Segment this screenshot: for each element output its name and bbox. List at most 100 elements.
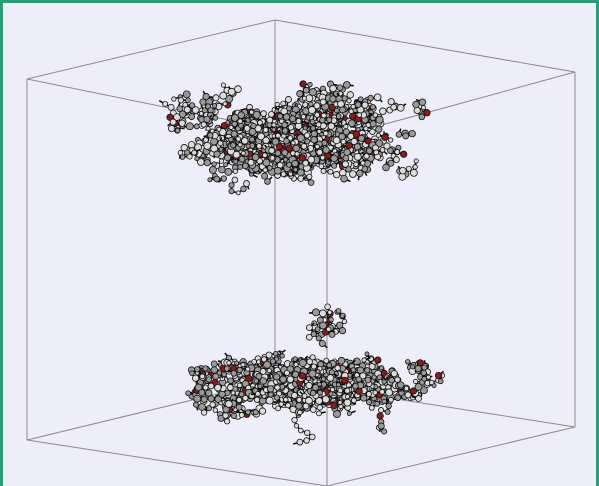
atom <box>272 138 279 145</box>
oxygen-atom <box>300 81 306 87</box>
atom <box>267 117 273 123</box>
atom <box>239 156 245 162</box>
atom <box>241 137 248 144</box>
atom <box>368 95 373 100</box>
atom <box>231 143 236 148</box>
atom <box>239 123 244 128</box>
atom <box>397 104 404 111</box>
atom <box>346 167 351 172</box>
atom <box>238 165 243 170</box>
atom <box>283 114 289 120</box>
atom <box>225 168 232 175</box>
atom <box>366 400 371 405</box>
atom <box>221 176 227 182</box>
atom <box>304 133 310 139</box>
atom <box>409 130 416 137</box>
atom <box>343 155 349 161</box>
atom <box>263 159 270 166</box>
atom <box>241 151 245 155</box>
atom <box>251 123 256 128</box>
atom <box>195 156 199 160</box>
atom <box>311 131 317 137</box>
atom <box>293 168 297 172</box>
atom <box>297 134 304 141</box>
atom <box>357 170 364 177</box>
atom <box>204 138 209 143</box>
atom <box>421 106 425 110</box>
atom <box>308 180 314 186</box>
atom <box>242 163 248 169</box>
atom <box>272 123 276 127</box>
atom <box>364 154 369 159</box>
atom <box>343 81 350 88</box>
atom <box>393 157 399 163</box>
atom <box>362 102 368 108</box>
atom <box>320 156 324 160</box>
atom <box>201 410 206 415</box>
atom <box>208 133 213 138</box>
atom <box>229 183 234 188</box>
atom <box>253 410 258 415</box>
atom <box>238 119 243 124</box>
atom <box>263 153 268 158</box>
atom <box>241 186 247 192</box>
atom <box>275 102 279 106</box>
atom <box>337 85 343 91</box>
atom <box>370 129 376 135</box>
atom <box>310 119 315 124</box>
atom <box>355 102 361 108</box>
atom <box>214 151 220 157</box>
atom <box>269 112 275 118</box>
atom <box>396 132 402 138</box>
atom <box>289 172 293 176</box>
atom <box>330 96 336 102</box>
atom <box>296 118 301 123</box>
atom <box>354 153 361 160</box>
atom <box>308 106 315 113</box>
box-edge <box>27 440 327 486</box>
atom <box>341 175 348 182</box>
atom <box>369 405 374 410</box>
atom <box>228 88 235 95</box>
atom <box>267 165 272 170</box>
atom <box>217 371 221 375</box>
atom <box>248 159 254 165</box>
atom <box>234 160 238 164</box>
atom <box>297 91 303 97</box>
atom <box>391 104 397 110</box>
atom <box>269 148 275 154</box>
atom <box>189 114 195 120</box>
atom <box>290 116 296 122</box>
atom <box>231 391 235 395</box>
atom <box>410 169 417 176</box>
atom <box>213 95 219 101</box>
oxygen-atom <box>382 134 388 140</box>
atom <box>224 155 230 161</box>
atom <box>287 162 292 167</box>
atom <box>328 169 333 174</box>
atom <box>414 159 418 163</box>
atom <box>358 97 363 102</box>
atom <box>388 138 392 142</box>
atom <box>373 113 378 118</box>
atom <box>331 163 336 168</box>
atom <box>338 101 345 108</box>
atom <box>184 107 190 113</box>
atom <box>204 142 211 149</box>
atom <box>317 149 323 155</box>
atom <box>388 99 394 105</box>
atom <box>303 87 309 93</box>
atom <box>217 127 221 131</box>
atom <box>358 135 364 141</box>
atom <box>315 145 319 149</box>
simulation-box <box>27 20 575 486</box>
atom <box>370 104 375 109</box>
atom <box>183 91 190 98</box>
atom <box>308 82 313 87</box>
molecules <box>159 81 444 445</box>
atom <box>218 141 223 146</box>
atom <box>172 97 176 101</box>
atom <box>320 117 326 123</box>
atom <box>348 120 355 127</box>
atom <box>209 166 216 173</box>
